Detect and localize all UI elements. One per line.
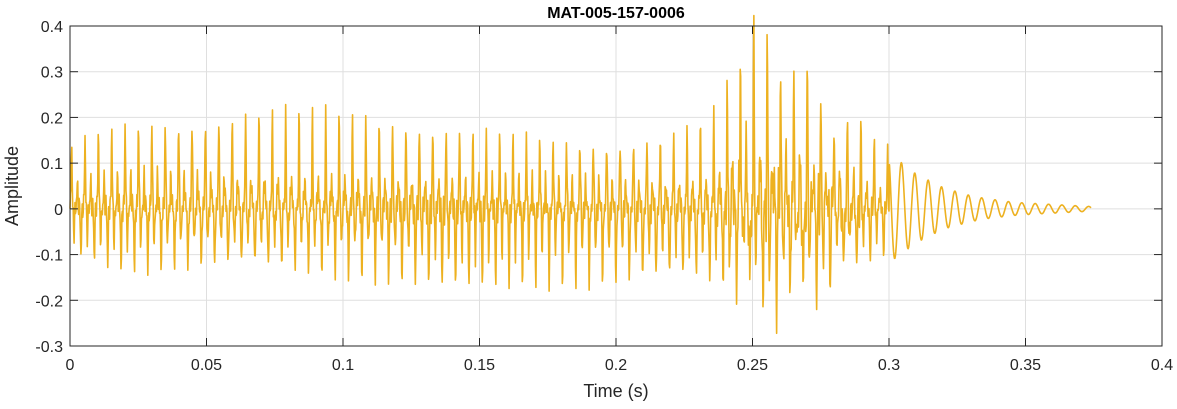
x-tick-label: 0.1 — [332, 357, 354, 374]
y-tick-label: 0.2 — [41, 110, 63, 127]
x-axis-label: Time (s) — [583, 381, 648, 401]
x-tick-label: 0.35 — [1010, 357, 1041, 374]
x-tick-label: 0.25 — [737, 357, 768, 374]
y-tick-label: 0.1 — [41, 156, 63, 173]
grid — [70, 26, 1162, 346]
x-tick-label: 0.15 — [464, 357, 495, 374]
x-tick-label: 0.2 — [605, 357, 627, 374]
x-axis-ticks: 0 0.05 0.1 0.15 0.2 0.25 0.3 0.35 0.4 — [66, 26, 1173, 374]
y-tick-label: -0.1 — [35, 248, 63, 265]
y-tick-label: 0.4 — [41, 19, 63, 36]
x-tick-label: 0.05 — [191, 357, 222, 374]
y-tick-label: -0.3 — [35, 339, 63, 356]
chart-title: MAT-005-157-0006 — [547, 5, 685, 22]
y-tick-label: -0.2 — [35, 293, 63, 310]
y-axis-label: Amplitude — [2, 146, 22, 226]
y-tick-label: 0 — [54, 202, 63, 219]
series-line — [69, 14, 1092, 335]
series-layer — [69, 14, 1092, 335]
x-tick-label: 0.3 — [878, 357, 900, 374]
x-tick-label: 0 — [66, 357, 75, 374]
x-tick-label: 0.4 — [1151, 357, 1173, 374]
y-tick-label: 0.3 — [41, 65, 63, 82]
y-axis-ticks: -0.3 -0.2 -0.1 0 0.1 0.2 0.3 0.4 — [35, 19, 1162, 356]
